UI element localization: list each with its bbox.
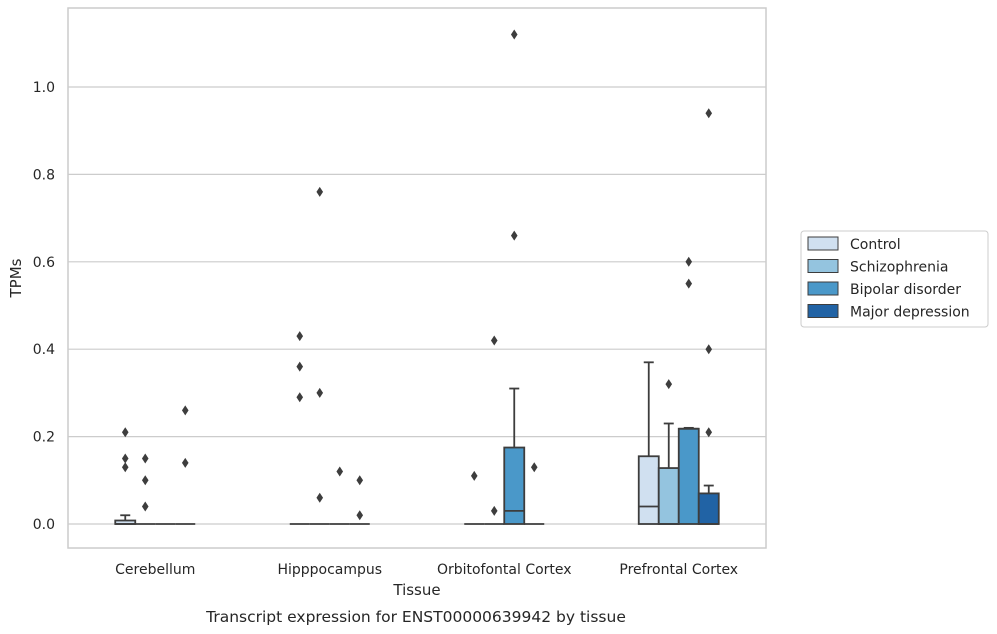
outlier-point [510,29,518,40]
box-schizophrenia [309,186,330,525]
legend-swatch [807,281,839,296]
box-body [677,427,700,525]
boxes [114,29,720,525]
box-body [697,492,720,525]
outlier-point [356,510,364,521]
box-bipolar-disorder [503,29,526,525]
chart-caption: Transcript expression for ENST0000063994… [205,608,626,626]
box-schizophrenia [484,335,505,525]
outlier-point [530,462,538,473]
outlier-point [470,470,478,481]
box-major-depression [175,405,196,525]
outlier-point [181,457,189,468]
box-control [637,361,660,525]
outlier-point [705,427,713,438]
outlier-point [685,256,693,267]
y-tick-label: 0.0 [33,517,55,533]
box-body [637,455,660,525]
box-schizophrenia [657,379,680,525]
outlier-point [336,466,344,477]
y-tick-label: 1.0 [33,80,55,96]
legend-label: Major depression [850,305,970,321]
outlier-point [705,344,713,355]
legend-label: Bipolar disorder [850,282,961,298]
box-major-depression [697,108,720,525]
box-control [464,470,485,525]
outlier-point [141,501,149,512]
outlier-point [141,475,149,486]
box-control [289,331,310,525]
x-tick-label: Hipppocampus [277,562,382,578]
outlier-point [490,505,498,516]
box-control [114,427,137,525]
x-tick-label: Cerebellum [115,562,195,578]
legend-label: Control [850,237,901,253]
outlier-point [316,186,324,197]
outlier-point [705,108,713,119]
x-tick-label: Prefrontal Cortex [619,562,738,578]
box-body [657,467,680,525]
legend-swatch [807,236,839,251]
outlier-point [490,335,498,346]
legend-frame [800,230,989,328]
box-body [503,446,526,525]
box-schizophrenia [135,453,156,525]
box-bipolar-disorder [677,256,700,525]
outlier-point [121,453,129,464]
legend-swatch [807,304,839,318]
x-axis-label: Tissue [392,581,440,599]
x-tick-label: Orbitofontal Cortex [437,562,572,578]
legend-label: Schizophrenia [850,260,948,276]
outlier-point [665,379,673,390]
box-bipolar-disorder [329,466,350,525]
box-major-depression [524,462,545,525]
box-major-depression [349,475,370,525]
outlier-point [296,361,304,372]
gridlines [68,86,766,525]
plot-frame [67,7,767,549]
outlier-point [121,427,129,438]
y-tick-label: 0.8 [33,167,55,183]
x-tick-labels: Cerebellum Hipppocampus Orbitofontal Corte… [115,562,738,578]
y-tick-label: 0.6 [33,255,55,271]
outlier-point [510,230,518,241]
outlier-point [685,278,693,289]
y-tick-labels: 0.0 0.2 0.4 0.6 0.8 1.0 [33,80,55,533]
outlier-point [316,387,324,398]
outlier-point [141,453,149,464]
y-tick-label: 0.4 [33,342,55,358]
outlier-point [121,462,129,473]
y-axis-label: TPMs [7,258,25,298]
outlier-point [316,492,324,503]
outlier-point [181,405,189,416]
outlier-point [296,392,304,403]
outlier-point [296,331,304,342]
y-tick-label: 0.2 [33,430,55,446]
outlier-point [356,475,364,486]
legend: Control Schizophrenia Bipolar disorder Majo… [800,230,989,328]
legend-swatch [807,259,839,273]
